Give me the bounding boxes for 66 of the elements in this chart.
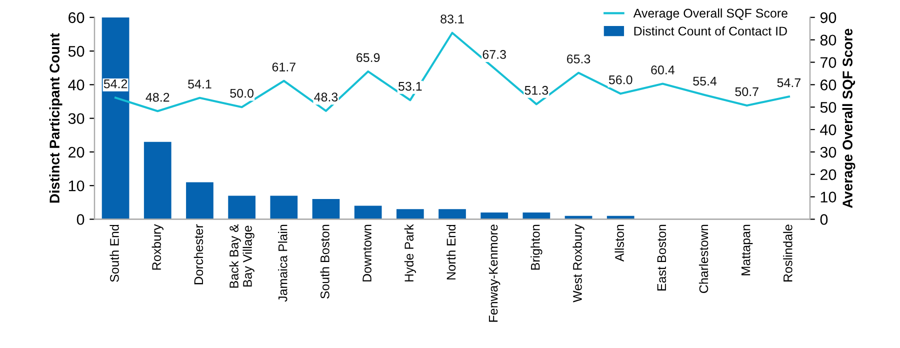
y-tick-label: 20 bbox=[68, 146, 84, 158]
y2-tick-label: 60 bbox=[820, 80, 836, 90]
x-tick-label: South Boston bbox=[320, 224, 330, 299]
bar bbox=[144, 142, 172, 220]
bar bbox=[354, 206, 382, 220]
bar bbox=[522, 212, 550, 220]
x-tick-label: Charlestown bbox=[698, 224, 708, 293]
y-tick-label: 30 bbox=[68, 113, 84, 124]
x-tick-label: Dorchester bbox=[194, 224, 204, 284]
legend-label: Average Overall SQF Score bbox=[633, 8, 788, 20]
y2-tick-label: 70 bbox=[820, 57, 836, 68]
data-label: 67.3 bbox=[482, 50, 506, 59]
y-axis-title: Distinct Participant Count bbox=[49, 33, 62, 203]
x-tick-label: West Roxbury bbox=[572, 224, 584, 302]
legend-label: Distinct Count of Contact ID bbox=[634, 26, 787, 36]
data-label: 61.7 bbox=[272, 62, 296, 72]
data-label: 55.4 bbox=[693, 76, 717, 86]
x-tick-label: North End bbox=[446, 224, 456, 280]
y2-tick-label: 80 bbox=[820, 34, 836, 46]
x-tick-label: Downtown bbox=[362, 224, 372, 282]
y2-tick-label: 40 bbox=[820, 124, 836, 136]
bar bbox=[312, 199, 340, 220]
y-tick-label: 50 bbox=[68, 46, 84, 57]
data-label: 48.2 bbox=[146, 92, 170, 102]
bar bbox=[480, 212, 508, 220]
x-tick-label: South End bbox=[110, 224, 119, 282]
y2-tick-label: 90 bbox=[820, 12, 836, 24]
x-tick-label: Brighton bbox=[530, 224, 542, 270]
x-tick-label: Mattapan bbox=[742, 224, 753, 276]
data-label: 53.1 bbox=[398, 82, 422, 91]
data-label: 54.7 bbox=[777, 78, 800, 88]
data-label: 51.3 bbox=[524, 86, 548, 95]
y2-tick-label: 30 bbox=[820, 146, 836, 158]
x-tick-label: Roslindale bbox=[783, 224, 792, 282]
bar bbox=[438, 209, 466, 220]
x-tick-label: Roxbury bbox=[152, 224, 164, 270]
x-tick-label: Back Bay & Bay Village bbox=[229, 224, 254, 288]
y-tick-label: 60 bbox=[68, 12, 84, 24]
y2-tick-label: 20 bbox=[820, 169, 836, 180]
bar bbox=[186, 182, 214, 220]
x-tick-label: East Boston bbox=[657, 224, 666, 290]
data-label: 56.0 bbox=[608, 75, 632, 84]
y-tick-label: 40 bbox=[68, 80, 84, 90]
data-label: 60.4 bbox=[651, 66, 674, 74]
x-tick-label: Allston bbox=[614, 224, 624, 262]
data-label: 50.0 bbox=[230, 88, 254, 98]
y-tick-label: 10 bbox=[68, 180, 84, 192]
data-label: 50.7 bbox=[735, 87, 758, 96]
bar bbox=[396, 209, 424, 220]
y2-axis-title: Average Overall SQF Score bbox=[842, 28, 856, 208]
data-label: 54.1 bbox=[188, 80, 212, 88]
data-label: 54.2 bbox=[104, 79, 128, 88]
y2-tick-label: 10 bbox=[820, 192, 836, 202]
bar bbox=[270, 196, 298, 220]
x-tick-label: Hyde Park bbox=[404, 224, 416, 282]
x-tick-label: Fenway-Kenmore bbox=[488, 224, 500, 322]
bar bbox=[228, 196, 256, 220]
bar bbox=[102, 17, 130, 220]
y2-tick-label: 50 bbox=[820, 102, 836, 113]
data-label: 65.9 bbox=[356, 53, 380, 62]
data-label: 65.3 bbox=[566, 54, 590, 64]
data-label: 48.3 bbox=[314, 92, 338, 102]
y-tick-label: 0 bbox=[76, 214, 84, 225]
x-tick-label: Jamaica Plain bbox=[278, 224, 288, 302]
data-label: 83.1 bbox=[440, 14, 464, 24]
y2-tick-label: 0 bbox=[820, 214, 828, 225]
